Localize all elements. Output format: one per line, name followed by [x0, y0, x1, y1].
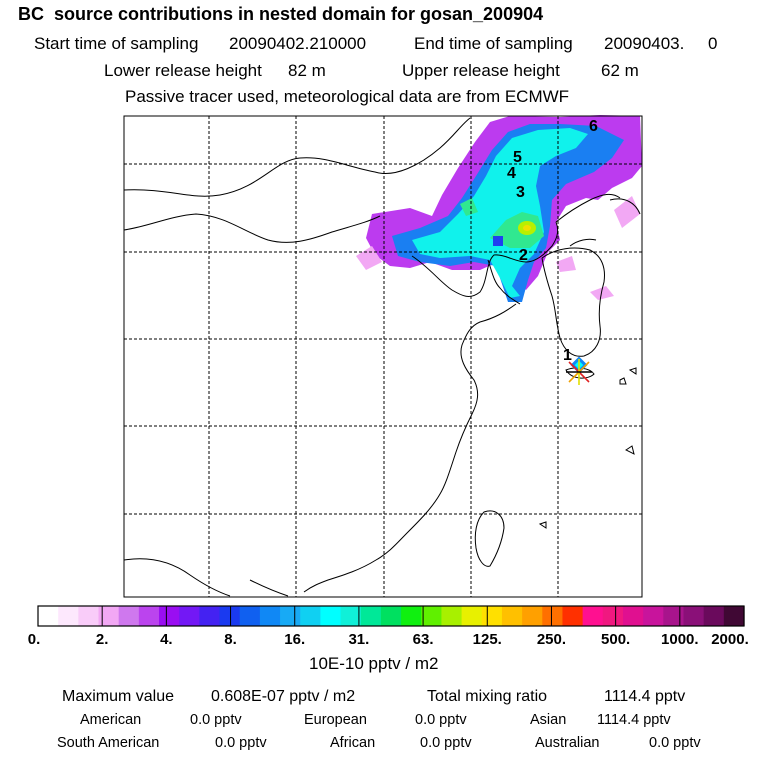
colorbar: 0. 2. 4. 8. 16. 31. 63. 125. 250. 500. 1000. 2000.	[28, 605, 749, 648]
colorbar-cell	[280, 606, 301, 626]
colorbar-unit: 10E-10 pptv / m2	[309, 654, 439, 673]
colorbar-cell	[501, 606, 523, 626]
colorbar-cell	[239, 606, 261, 626]
region-name: South American	[57, 735, 160, 751]
colorbar-tick-label: 8.	[224, 631, 237, 648]
grid-lines	[124, 116, 642, 597]
colorbar-cell	[703, 606, 725, 626]
upper-height-label: Upper release height	[402, 61, 560, 80]
colorbar-cell	[300, 606, 321, 626]
region-value: 0.0 pptv	[215, 735, 267, 751]
colorbar-cell	[38, 606, 59, 626]
colorbar-tick-label: 0.	[28, 631, 41, 648]
colorbar-cell	[118, 606, 140, 626]
footprint-map: 1 2 3 4 5 6	[123, 115, 643, 598]
marker-1: 1	[563, 347, 572, 364]
region-name: Asian	[530, 712, 567, 728]
colorbar-cell	[522, 606, 543, 626]
plume-blue-cell	[493, 236, 503, 246]
total-mixing-value: 1114.4 pptv	[604, 688, 686, 705]
colorbar-cell	[421, 606, 443, 626]
colorbar-cell	[58, 606, 79, 626]
start-time-value: 20090402.210000	[229, 34, 367, 53]
colorbar-tick-label: 4.	[160, 631, 173, 648]
colorbar-tick-label: 2000.	[711, 631, 749, 648]
region-value: 0.0 pptv	[649, 735, 701, 751]
colorbar-tick-label: 2.	[96, 631, 109, 648]
lower-height-value: 82 m	[288, 61, 326, 80]
colorbar-cell	[78, 606, 100, 626]
marker-5: 5	[513, 149, 522, 166]
colorbar-cell	[401, 606, 422, 626]
colorbar-cell	[360, 606, 382, 626]
colorbar-cell	[663, 606, 685, 626]
colorbar-cell	[723, 606, 745, 626]
colorbar-tick-labels: 0. 2. 4. 8. 16. 31. 63. 125. 250. 500. 1000. 2000.	[28, 631, 749, 648]
colorbar-cell	[259, 606, 281, 626]
plume-cyan	[412, 128, 588, 298]
max-value-label: Maximum value	[62, 688, 175, 705]
region-value: 0.0 pptv	[420, 735, 472, 751]
colorbar-tick-label: 1000.	[661, 631, 699, 648]
region-value: 0.0 pptv	[190, 712, 242, 728]
region-name: European	[304, 712, 367, 728]
colorbar-cell	[683, 606, 705, 626]
end-time-value: 20090403. 0	[604, 34, 718, 53]
total-mixing-label: Total mixing ratio	[427, 688, 548, 705]
colorbar-cells	[38, 606, 745, 626]
colorbar-tick-label: 500.	[601, 631, 630, 648]
colorbar-cell	[622, 606, 644, 626]
colorbar-tick-label: 250.	[537, 631, 566, 648]
marker-4: 4	[507, 165, 516, 182]
political-borders	[123, 193, 621, 247]
colorbar-cell	[441, 606, 463, 626]
colorbar-cell	[380, 606, 402, 626]
plume-green	[460, 198, 544, 248]
colorbar-cell	[340, 606, 362, 626]
marker-2: 2	[519, 247, 528, 264]
colorbar-tick-label: 63.	[413, 631, 434, 648]
region-value: 1114.4 pptv	[597, 712, 671, 728]
map-frame	[123, 115, 643, 598]
region-name: Australian	[535, 735, 600, 751]
marker-3: 3	[516, 184, 525, 201]
colorbar-cell	[582, 606, 604, 626]
end-time-label: End time of sampling	[414, 34, 573, 53]
colorbar-cell	[138, 606, 160, 626]
colorbar-cell	[320, 606, 342, 626]
map-title: BC source contributions in nested domain…	[18, 4, 544, 24]
colorbar-tick-label: 125.	[473, 631, 502, 648]
lower-height-label: Lower release height	[104, 61, 262, 80]
start-time-label: Start time of sampling	[34, 34, 199, 53]
colorbar-tick-label: 31.	[348, 631, 369, 648]
colorbar-frame	[37, 605, 745, 627]
region-name: American	[80, 712, 142, 728]
colorbar-cell	[643, 606, 664, 626]
max-value: 0.608E-07 pptv / m2	[211, 688, 356, 705]
colorbar-cell	[461, 606, 483, 626]
tracer-note: Passive tracer used, meteorological data…	[125, 87, 570, 106]
region-name: African	[330, 735, 376, 751]
region-value: 0.0 pptv	[415, 712, 467, 728]
upper-height-value: 62 m	[601, 61, 639, 80]
colorbar-cell	[542, 606, 564, 626]
colorbar-cell	[562, 606, 584, 626]
colorbar-cell	[219, 606, 241, 626]
marker-6: 6	[589, 118, 598, 135]
colorbar-cell	[199, 606, 221, 626]
colorbar-tick-label: 16.	[284, 631, 305, 648]
colorbar-cell	[159, 606, 180, 626]
colorbar-cell	[602, 606, 624, 626]
plume-yellow-core	[518, 221, 536, 235]
star-receptor-icon	[566, 356, 592, 385]
colorbar-cell	[179, 606, 200, 626]
colorbar-cell	[98, 606, 120, 626]
colorbar-cell	[481, 606, 503, 626]
